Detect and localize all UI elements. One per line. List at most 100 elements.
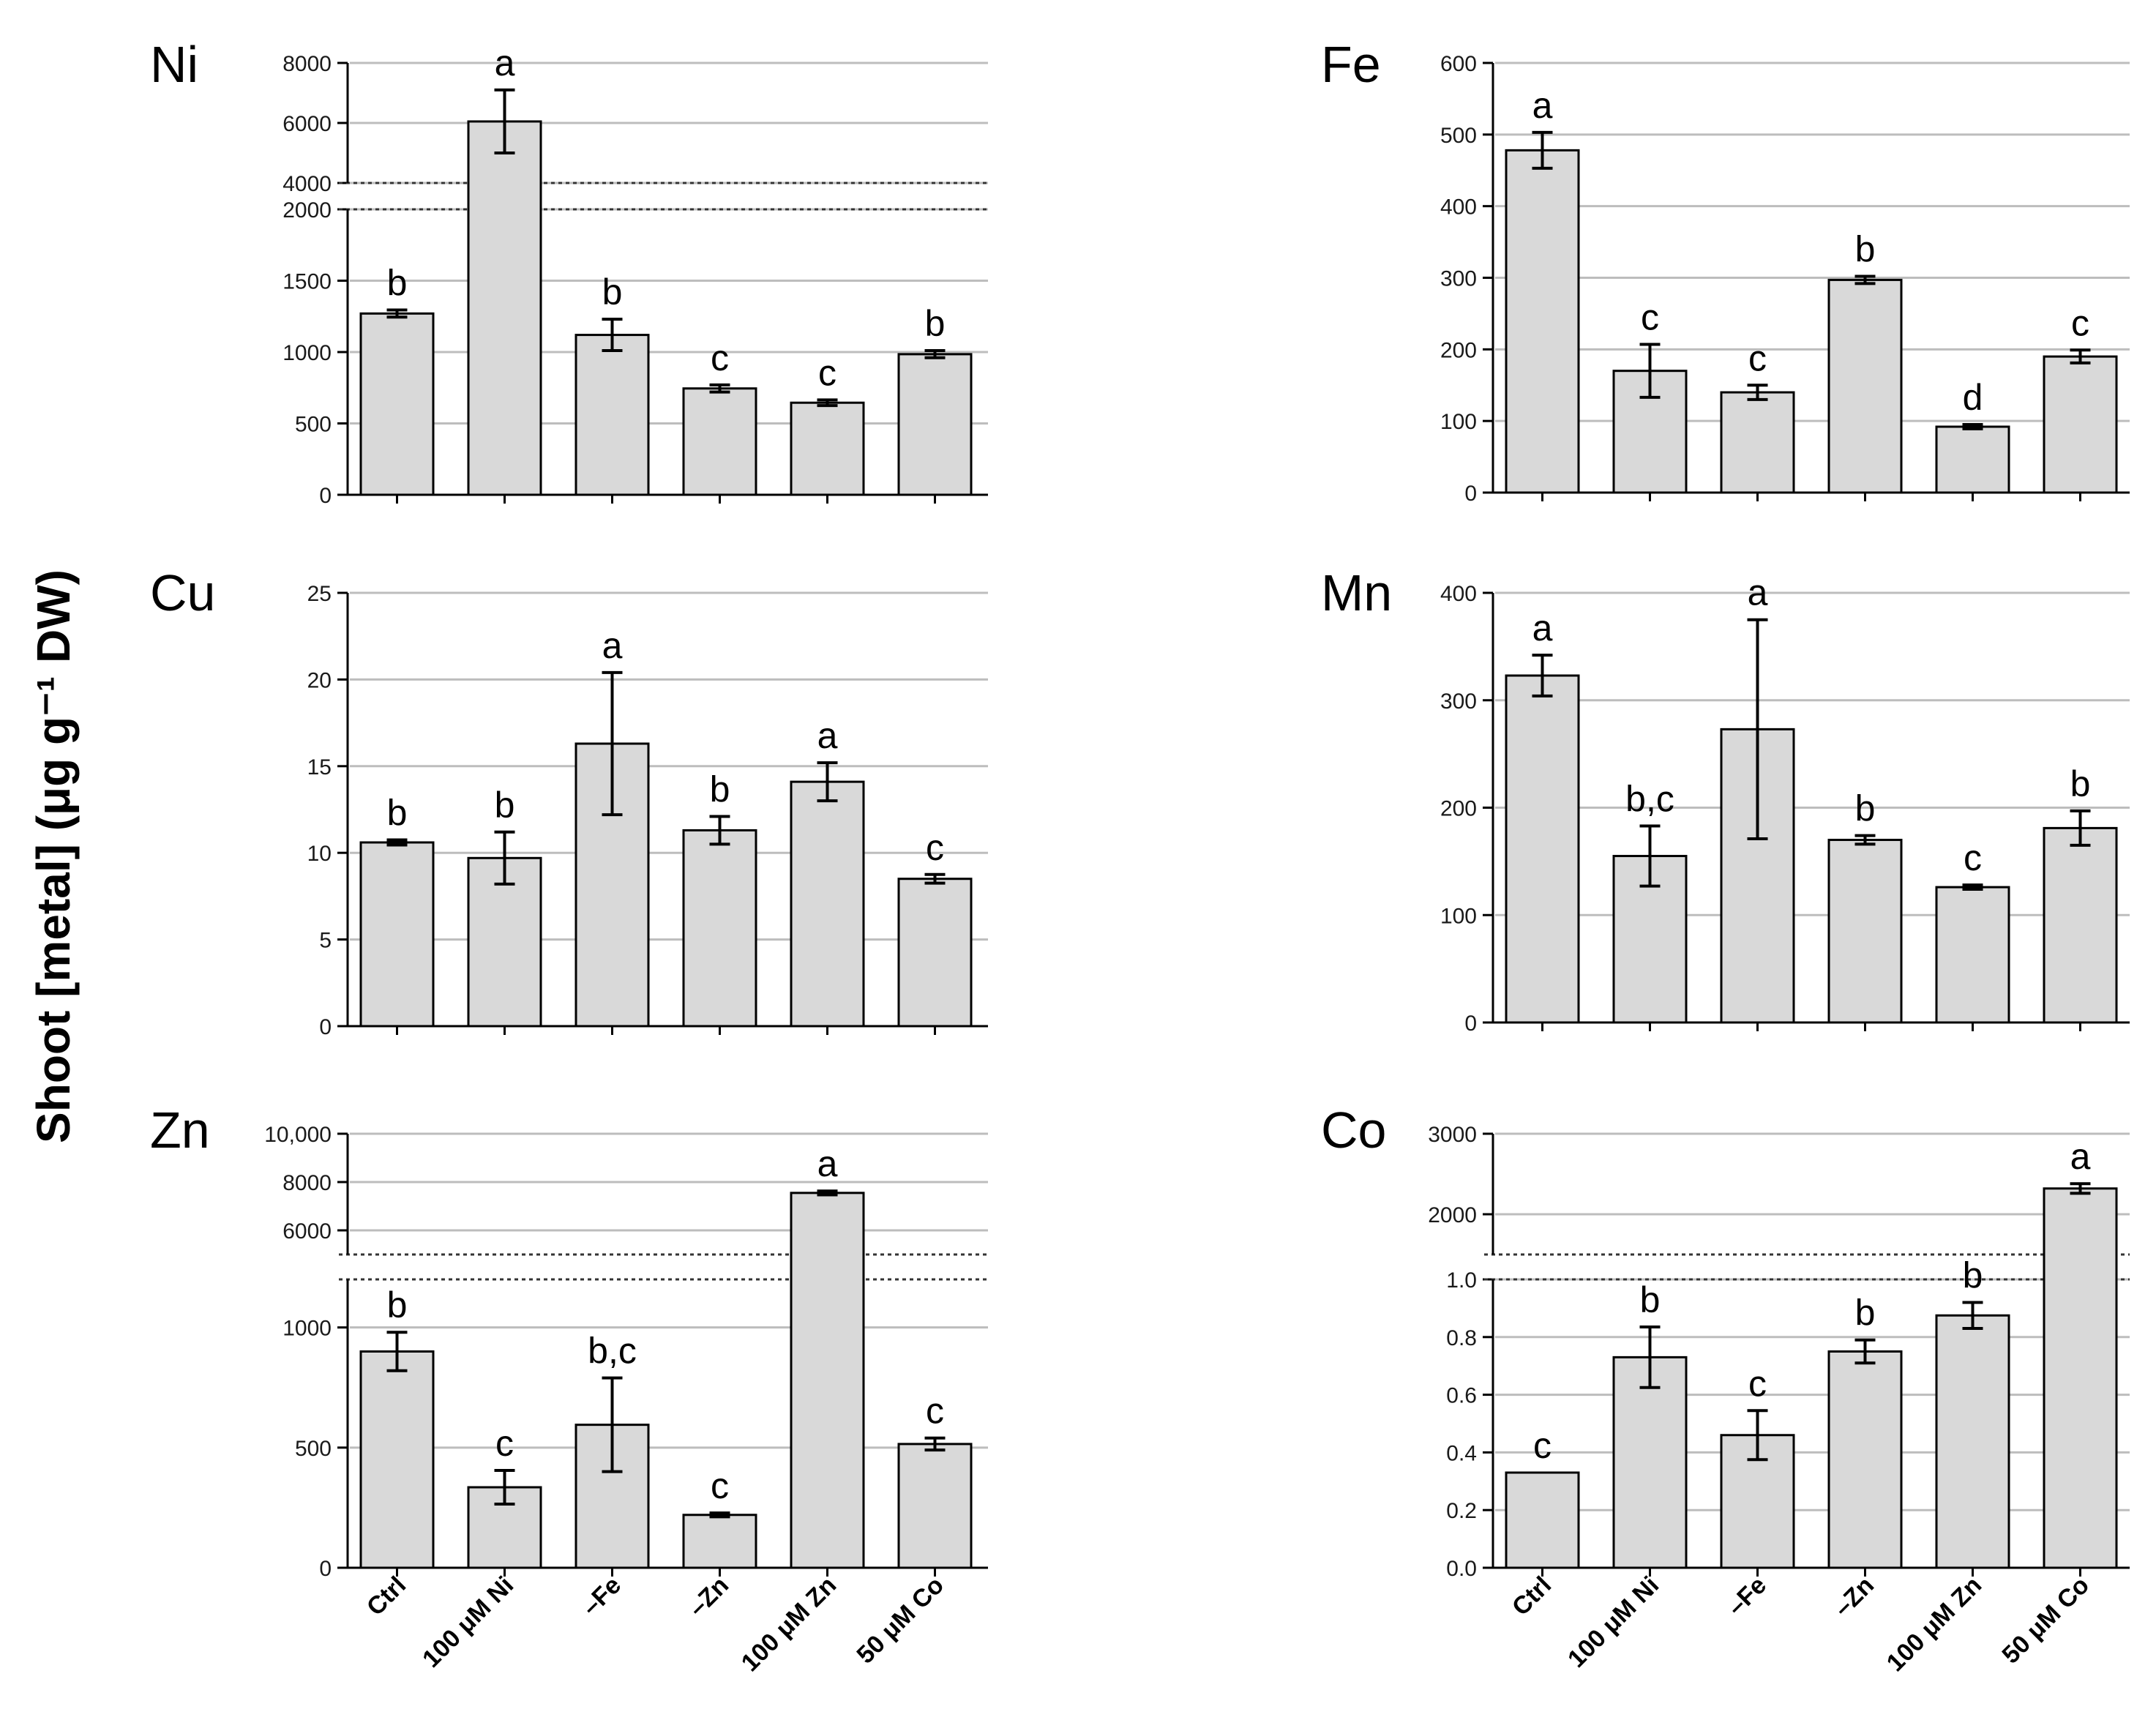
- category-label: 50 μM Co: [1996, 1571, 2095, 1669]
- y-tick-label: 400: [1440, 582, 1477, 606]
- bar-fe-3: [1827, 278, 1903, 494]
- significance-letter: b: [495, 785, 515, 826]
- bar-co-3: [1827, 1350, 1903, 1569]
- bar-ni-2: [574, 334, 650, 496]
- y-tick-label: 1000: [282, 341, 332, 365]
- bar-co-0: [1505, 1471, 1580, 1569]
- category-label: 100 μM Ni: [1562, 1571, 1664, 1673]
- y-tick-label: 10,000: [264, 1123, 332, 1147]
- y-tick-label: 0.6: [1446, 1384, 1477, 1408]
- y-tick-label: 0: [1464, 482, 1477, 506]
- y-tick-label: 8000: [282, 52, 332, 76]
- panel-zn: Zn 0 500 1000 6000 8000 10,000 b Ctrl c 100 μM Ni b…: [150, 1102, 988, 1677]
- y-tick-label: 25: [307, 582, 332, 606]
- significance-letter: a: [495, 42, 515, 83]
- bar-ni-4: [790, 401, 865, 496]
- bar-cu-4: [790, 780, 865, 1028]
- y-tick-label: 1000: [282, 1317, 332, 1341]
- y-tick-label: 1500: [282, 270, 332, 294]
- y-tick-label: 2000: [282, 198, 332, 223]
- significance-letter: c: [926, 827, 944, 868]
- y-tick-label: 8000: [282, 1171, 332, 1195]
- panel-co: Co 0.0 0.2 0.4 0.6 0.8 1.0 2000 3000 c Ctrl b 100 μM…: [1321, 1102, 2130, 1677]
- panel-title: Fe: [1321, 36, 1381, 93]
- y-tick-label: 0: [319, 1015, 332, 1039]
- significance-letter: d: [1963, 377, 1983, 418]
- bar-cu-5: [897, 878, 973, 1028]
- y-tick-label: 500: [295, 413, 332, 437]
- y-tick-label: 1.0: [1446, 1268, 1477, 1293]
- bar-zn-4: [790, 1192, 865, 1569]
- significance-letter: a: [817, 715, 838, 756]
- category-label-group: Ctrl: [362, 1571, 411, 1621]
- category-label-group: 100 μM Zn: [1882, 1571, 1987, 1677]
- significance-letter: c: [926, 1391, 944, 1432]
- significance-letter: b: [710, 769, 730, 809]
- y-tick-label: 0.0: [1446, 1557, 1477, 1581]
- bar-zn-5: [897, 1443, 973, 1569]
- y-tick-label: 3000: [1428, 1123, 1477, 1147]
- significance-letter: c: [495, 1423, 514, 1464]
- bar-cu-3: [682, 829, 757, 1028]
- panel-title: Co: [1321, 1102, 1386, 1159]
- category-label: –Fe: [1722, 1571, 1772, 1621]
- y-tick-label: 600: [1440, 52, 1477, 76]
- category-label-group: 100 μM Ni: [1562, 1571, 1664, 1673]
- bar-ni-0: [359, 312, 435, 496]
- significance-letter: a: [602, 625, 623, 666]
- category-label: –Zn: [684, 1571, 735, 1623]
- category-label-group: –Zn: [1829, 1571, 1880, 1623]
- category-label-group: 100 μM Ni: [417, 1571, 519, 1673]
- bar-cu-0: [359, 841, 435, 1028]
- significance-letter: b,c: [588, 1331, 637, 1372]
- y-tick-label: 0.4: [1446, 1441, 1477, 1465]
- bar-mn-4: [1935, 886, 2010, 1024]
- bar-mn-5: [2043, 826, 2118, 1024]
- category-label: 100 μM Ni: [417, 1571, 519, 1673]
- panel-title: Mn: [1321, 564, 1392, 621]
- y-tick-label: 15: [307, 755, 332, 779]
- y-tick-label: 2000: [1428, 1203, 1477, 1227]
- bar-ni-3: [682, 387, 757, 496]
- significance-letter: c: [711, 337, 729, 378]
- significance-letter: a: [817, 1143, 838, 1184]
- y-tick-label: 500: [1440, 124, 1477, 148]
- significance-letter: b: [925, 303, 946, 344]
- significance-letter: c: [1748, 1363, 1767, 1404]
- bar-co-5: [2043, 1187, 2118, 1569]
- y-tick-label: 100: [1440, 904, 1477, 928]
- panel-cu: Cu 0 5 10 15 20 25 b b a b a c: [150, 564, 988, 1039]
- significance-letter: c: [1964, 837, 1982, 878]
- significance-letter: b,c: [1625, 778, 1674, 819]
- category-label-group: 100 μM Zn: [736, 1571, 842, 1677]
- y-axis-title-group: Shoot [metal] (μg g⁻¹ DW): [27, 569, 80, 1143]
- category-label: 100 μM Zn: [736, 1571, 842, 1677]
- significance-letter: b: [1640, 1279, 1661, 1320]
- y-tick-label: 6000: [282, 112, 332, 136]
- y-axis-title: Shoot [metal] (μg g⁻¹ DW): [27, 569, 80, 1143]
- y-tick-label: 5: [319, 929, 332, 953]
- y-tick-label: 0: [319, 484, 332, 508]
- significance-letter: b: [387, 262, 408, 303]
- y-tick-label: 0: [1464, 1012, 1477, 1036]
- y-tick-label: 0: [319, 1557, 332, 1581]
- significance-letter: c: [1533, 1425, 1552, 1466]
- bar-zn-0: [359, 1350, 435, 1569]
- bar-fe-0: [1505, 149, 1580, 494]
- bar-ni-5: [897, 353, 973, 496]
- significance-letter: c: [2071, 302, 2089, 343]
- panel-title: Ni: [150, 36, 198, 93]
- bar-zn-3: [682, 1514, 757, 1569]
- significance-letter: a: [2070, 1136, 2091, 1177]
- y-tick-label: 10: [307, 842, 332, 866]
- category-label: –Fe: [577, 1571, 626, 1621]
- category-label-group: –Fe: [577, 1571, 626, 1621]
- y-tick-label: 4000: [282, 172, 332, 196]
- category-label: 100 μM Zn: [1882, 1571, 1987, 1677]
- significance-letter: b: [602, 272, 623, 313]
- panel-mn: Mn 0 100 200 300 400 a b,c a b c b: [1321, 564, 2130, 1036]
- category-label: Ctrl: [362, 1571, 411, 1621]
- bar-mn-0: [1505, 674, 1580, 1024]
